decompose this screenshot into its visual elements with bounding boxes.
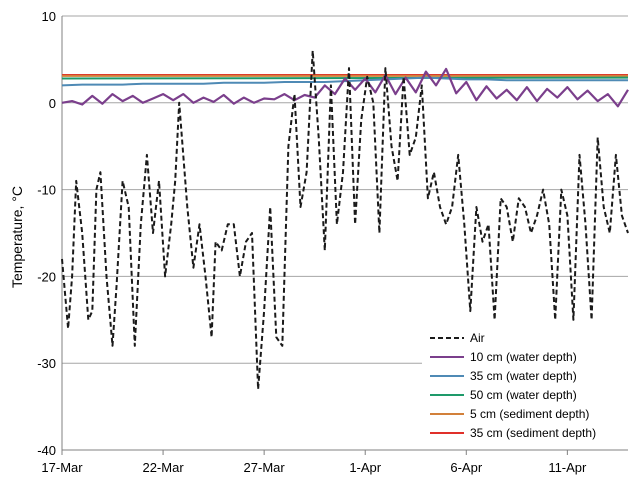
legend-box — [422, 326, 634, 446]
legend-label: 35 cm (water depth) — [470, 369, 577, 383]
legend-label: 50 cm (water depth) — [470, 388, 577, 402]
legend-label: 5 cm (sediment depth) — [470, 407, 589, 421]
y-tick-label: -30 — [37, 356, 56, 371]
series-line-0 — [61, 49, 629, 391]
x-tick-label: 27-Mar — [244, 460, 286, 475]
y-axis-title: Temperature, °C — [9, 186, 25, 288]
x-tick-label: 17-Mar — [41, 460, 83, 475]
axes — [61, 16, 628, 451]
legend-label: Air — [470, 331, 485, 345]
y-tick-label: -40 — [37, 443, 56, 458]
legend: Air 10 cm (water depth) 35 cm (water depth… — [422, 326, 634, 446]
y-tick-label: -10 — [37, 183, 56, 198]
y-tick-labels: 10 0 -10 -20 -30 -40 — [37, 9, 56, 458]
legend-label: 35 cm (sediment depth) — [470, 426, 596, 440]
y-tick-label: 10 — [42, 9, 56, 24]
x-tick-labels: 17-Mar 22-Mar 27-Mar 1-Apr 6-Apr 11-Apr — [41, 450, 587, 475]
y-tick-label: -20 — [37, 269, 56, 284]
x-tick-label: 11-Apr — [548, 460, 587, 475]
plot-area — [61, 49, 629, 391]
x-tick-label: 6-Apr — [450, 460, 482, 475]
x-tick-label: 22-Mar — [142, 460, 184, 475]
series-line-1 — [61, 67, 629, 108]
series-line-2 — [61, 76, 628, 87]
y-tick-label: 0 — [49, 96, 56, 111]
gridlines — [62, 15, 628, 364]
legend-label: 10 cm (water depth) — [470, 350, 577, 364]
x-tick-label: 1-Apr — [349, 460, 381, 475]
